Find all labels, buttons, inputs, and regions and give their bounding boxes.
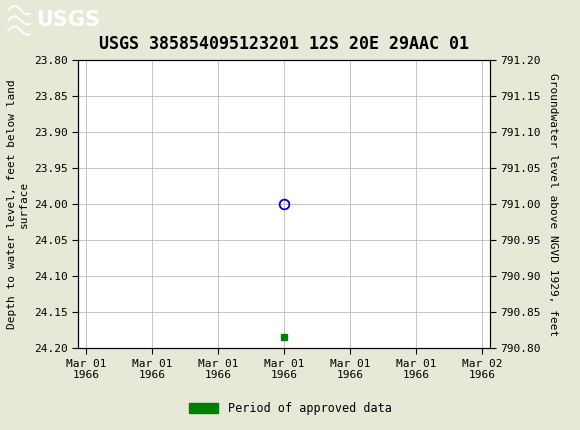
- Legend: Period of approved data: Period of approved data: [184, 397, 396, 420]
- Text: USGS: USGS: [36, 10, 100, 31]
- Title: USGS 385854095123201 12S 20E 29AAC 01: USGS 385854095123201 12S 20E 29AAC 01: [99, 35, 469, 53]
- Y-axis label: Depth to water level, feet below land
surface: Depth to water level, feet below land su…: [7, 80, 28, 329]
- Y-axis label: Groundwater level above NGVD 1929, feet: Groundwater level above NGVD 1929, feet: [548, 73, 558, 336]
